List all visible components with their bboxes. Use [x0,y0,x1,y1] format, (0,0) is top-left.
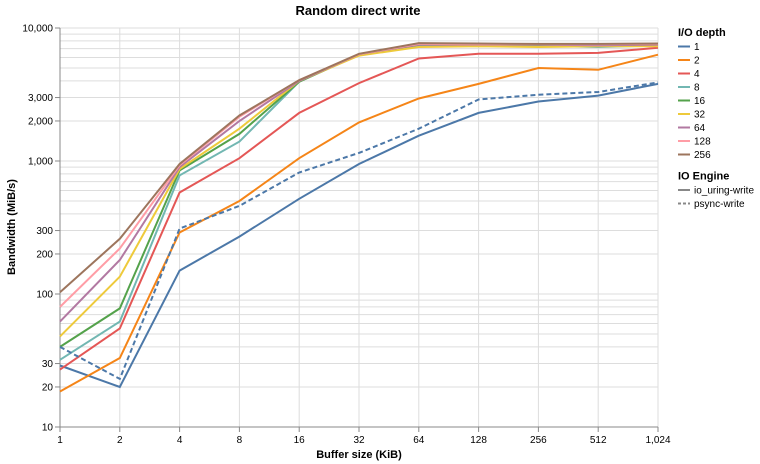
grid [59,27,659,428]
legend-title: I/O depth [678,27,726,39]
y-tick-label: 30 [42,359,54,370]
x-tick-label: 32 [353,435,365,446]
legend-entry-label: psync-write [694,199,745,210]
series-line-depth-256-io_uring-write [59,42,659,294]
x-tick-label: 1,024 [645,435,670,446]
y-tick-label: 2,000 [28,116,53,127]
y-tick-label: 10,000 [22,24,53,35]
y-tick-label: 10 [42,423,54,434]
series-line-depth-2-io_uring-write [59,53,659,393]
x-tick-label: 16 [294,435,306,446]
x-tick-label: 8 [237,435,243,446]
y-tick-label: 1,000 [28,157,53,168]
legend-entry-label: 64 [694,123,706,134]
axes: 1 2 4 8 16 32 64 128 256 512 1,024 10 20 30 100 200 300 1… [22,24,671,447]
x-axis-title: Buffer size (KiB) [316,449,402,461]
legend: I/O depth 1 2 4 8 16 32 64 128 256 IO Engine io_uri… [678,27,754,210]
y-tick-label: 300 [36,226,53,237]
x-tick-label: 2 [117,435,123,446]
x-tick-label: 4 [177,435,183,446]
legend-entry-label: 8 [694,83,700,94]
legend-entry-label: 256 [694,150,711,161]
y-tick-label: 200 [36,249,53,260]
legend-entry-label: 4 [694,69,700,80]
y-tick-label: 3,000 [28,93,53,104]
x-tick-label: 1 [57,435,63,446]
legend-title: IO Engine [678,171,729,183]
legend-entry-label: io_uring-write [694,186,754,197]
series-line-depth-4-io_uring-write [59,46,659,371]
series-line-depth-1-io_uring-write [59,82,659,389]
series-line-depth-1-psync-write [59,81,659,381]
legend-entry-label: 32 [694,110,706,121]
x-tick-label: 256 [530,435,547,446]
y-tick-label: 20 [42,382,54,393]
y-axis-title: Bandwidth (MiB/s) [6,179,18,275]
series-line-depth-32-io_uring-write [59,45,658,338]
legend-entry-label: 16 [694,96,706,107]
legend-entry-label: 128 [694,137,711,148]
series-lines [59,42,659,393]
legend-entry-label: 2 [694,56,700,67]
x-tick-label: 64 [413,435,425,446]
x-tick-label: 512 [590,435,607,446]
chart-title: Random direct write [296,3,421,18]
legend-entry-label: 1 [694,42,700,53]
x-tick-label: 128 [470,435,487,446]
y-tick-label: 100 [36,290,53,301]
